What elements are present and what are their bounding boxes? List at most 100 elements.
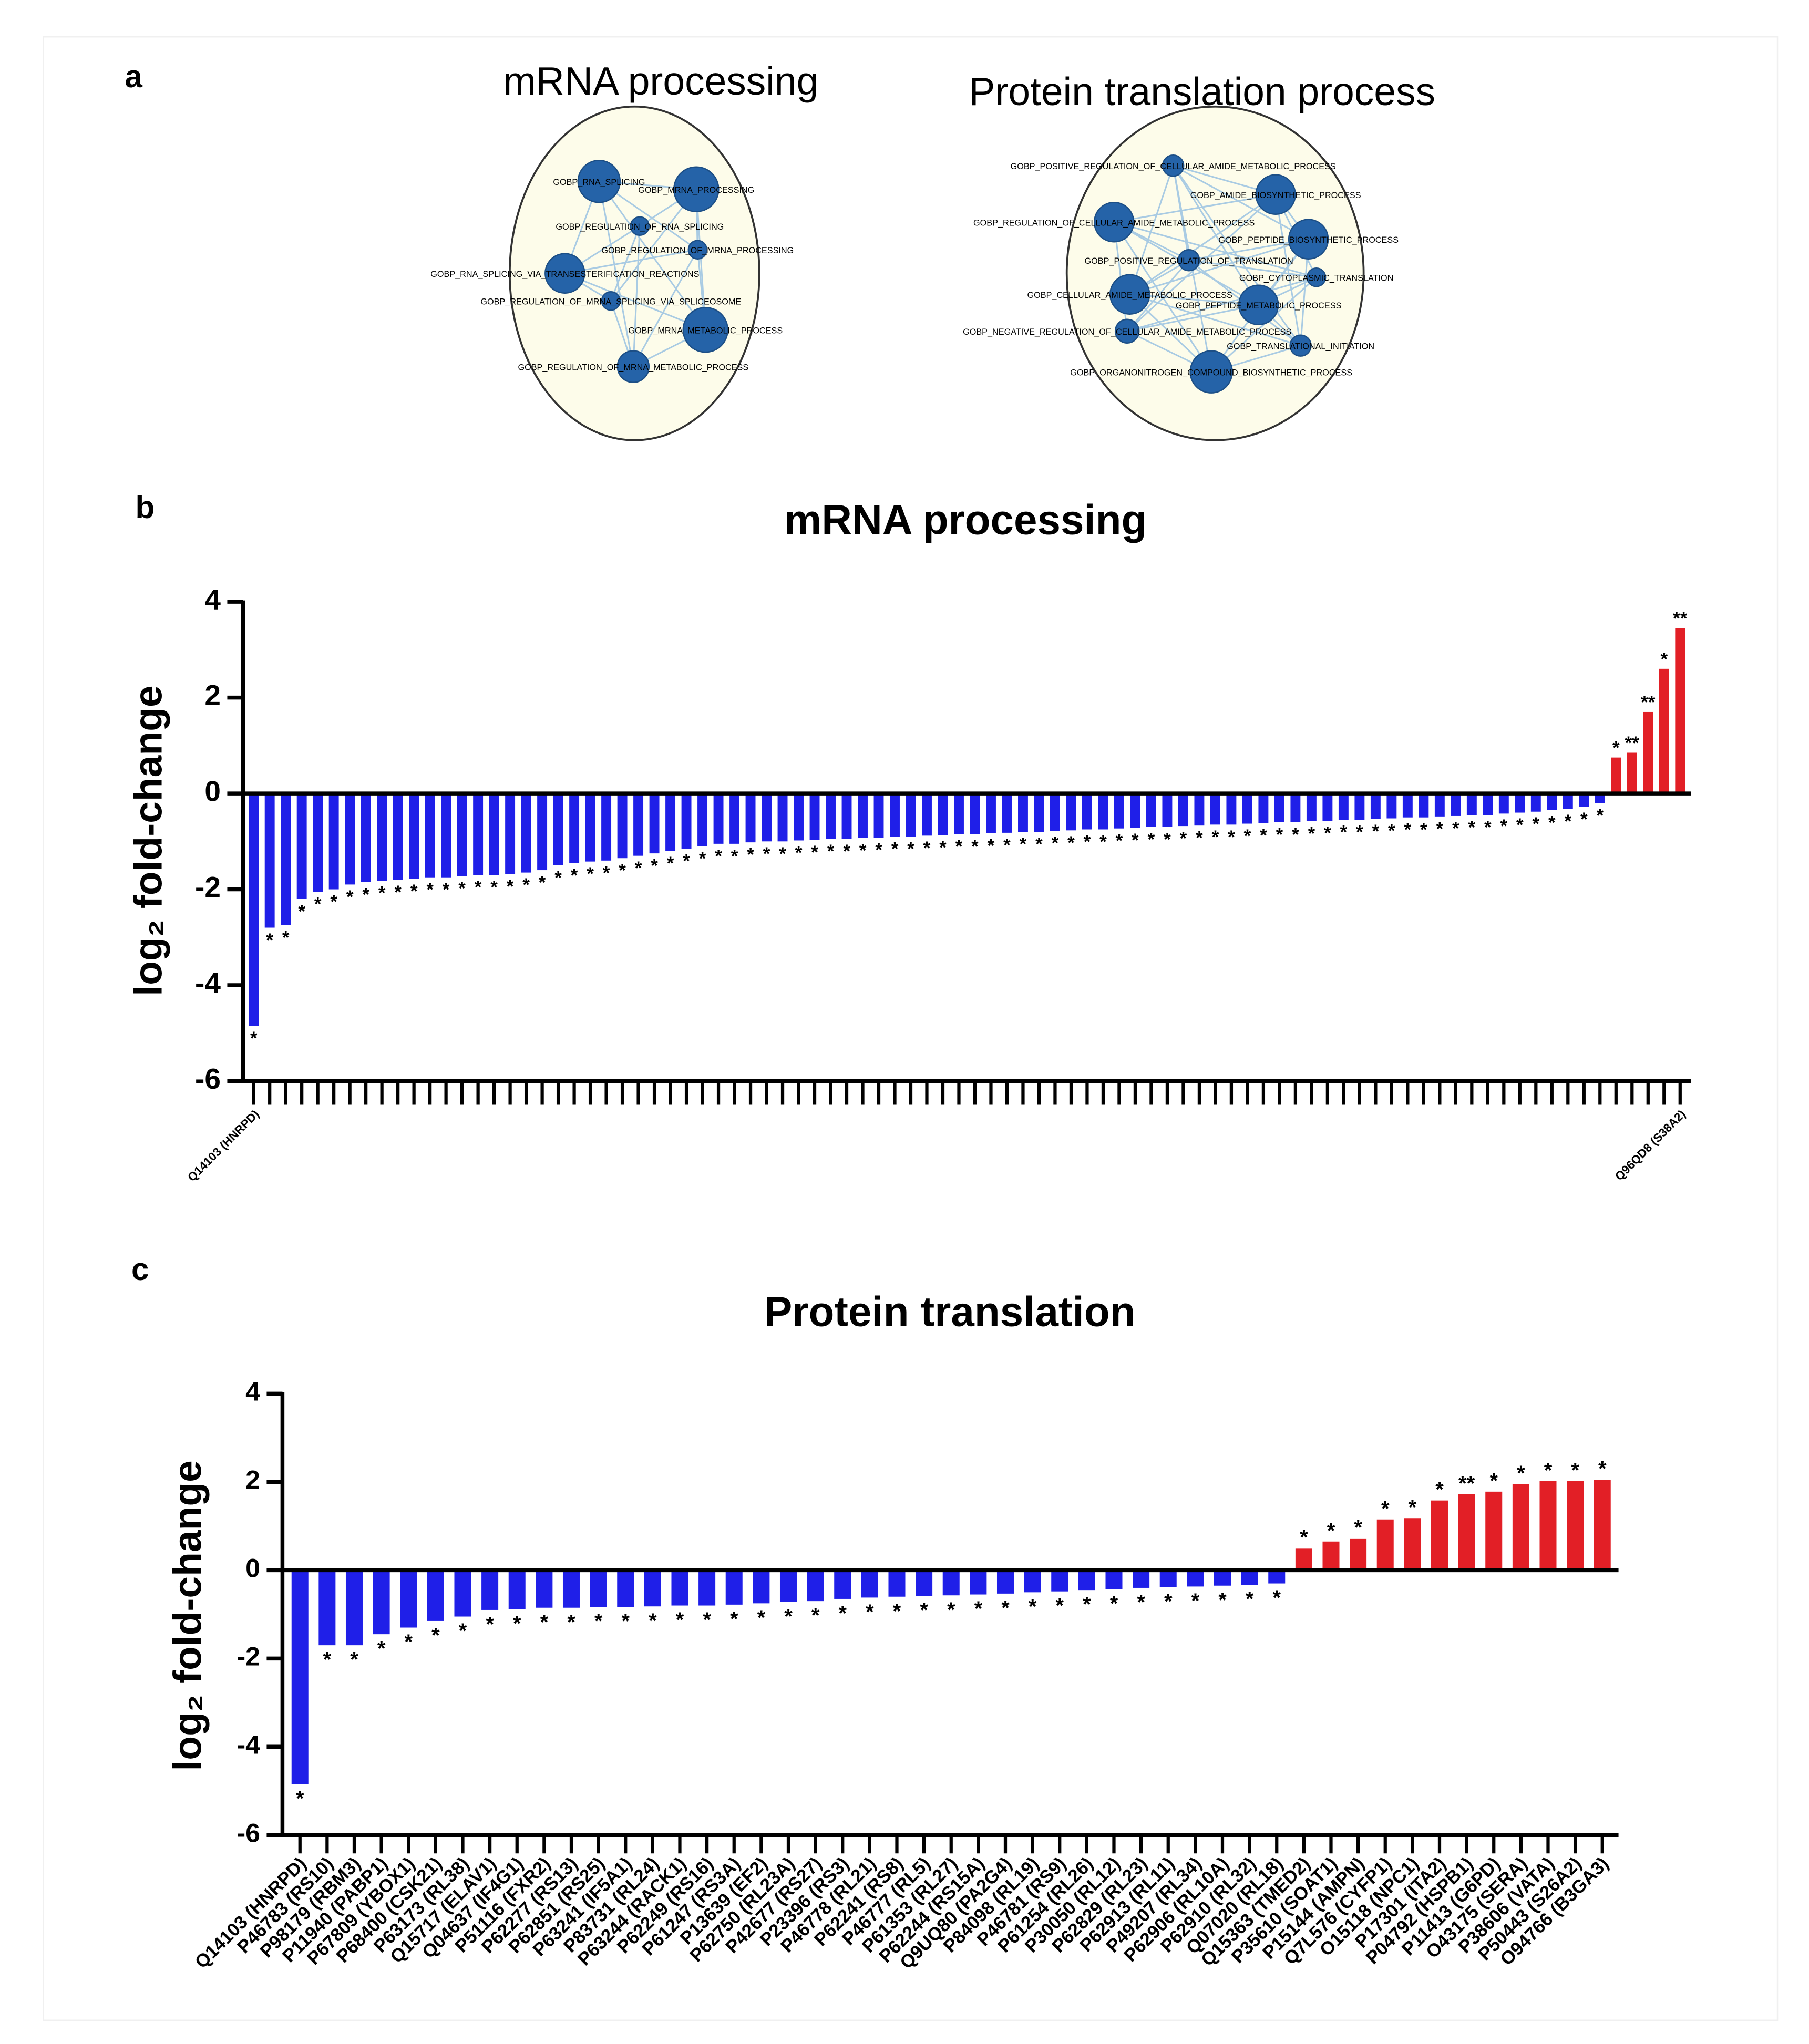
bar	[1594, 1480, 1611, 1571]
significance-label: *	[603, 863, 610, 883]
network-edge	[1188, 259, 1317, 278]
significance-label: *	[747, 845, 754, 865]
bar	[537, 793, 548, 871]
network-edge	[564, 249, 698, 274]
significance-label: *	[779, 844, 786, 864]
chart-title: Protein translation	[764, 1288, 1135, 1335]
significance-label: *	[1388, 821, 1395, 841]
significance-label: *	[866, 1601, 874, 1624]
bar	[1130, 793, 1140, 828]
significance-label: *	[1055, 1594, 1064, 1617]
bar	[1354, 793, 1365, 820]
bar	[1431, 1500, 1448, 1571]
bar	[1498, 793, 1509, 814]
bar	[1178, 793, 1188, 827]
network-edge	[610, 189, 697, 302]
bar	[318, 1570, 336, 1646]
significance-label: *	[459, 1619, 467, 1643]
bar	[671, 1570, 688, 1606]
significance-label: *	[1308, 823, 1315, 844]
significance-label: *	[1489, 1469, 1498, 1492]
significance-label: *	[458, 878, 466, 899]
y-tick-label: 0	[204, 775, 221, 808]
significance-label: *	[859, 840, 867, 861]
bar	[1595, 793, 1605, 803]
significance-label: *	[1544, 1459, 1553, 1482]
bar	[1402, 793, 1413, 818]
bar	[858, 793, 868, 838]
significance-label: *	[486, 1613, 494, 1636]
bar	[986, 793, 996, 833]
bar	[777, 793, 788, 842]
bar	[1018, 793, 1028, 832]
y-tick-label: -6	[237, 1818, 260, 1847]
bar	[373, 1570, 390, 1635]
bar	[1322, 1541, 1340, 1571]
significance-label: *	[891, 839, 899, 860]
significance-label: *	[1116, 831, 1123, 851]
significance-label: *	[1132, 830, 1139, 851]
bar	[1024, 1570, 1041, 1593]
significance-label: *	[811, 842, 818, 863]
panel-letter: b	[135, 490, 155, 525]
significance-label: *	[699, 849, 706, 869]
bar	[264, 793, 275, 928]
significance-label: *	[539, 873, 546, 893]
network-edge	[1129, 165, 1174, 295]
bar	[681, 793, 692, 849]
bar	[1159, 1570, 1177, 1587]
significance-label: *	[939, 838, 947, 858]
bar	[1214, 1570, 1231, 1586]
network-node	[1162, 154, 1185, 177]
bar	[1350, 1538, 1367, 1571]
significance-label: *	[784, 1605, 793, 1628]
network-node	[1177, 249, 1200, 272]
bar	[345, 793, 355, 885]
node-label: GOBP_POSITIVE_REGULATION_OF_CELLULAR_AMI…	[1011, 162, 1336, 171]
significance-label: *	[298, 901, 305, 922]
significance-label: *	[1420, 820, 1427, 840]
bar	[942, 1570, 960, 1596]
bar	[313, 793, 323, 892]
node-label: GOBP_PEPTIDE_METABOLIC_PROCESS	[1176, 301, 1342, 311]
significance-label: *	[955, 837, 963, 857]
bar	[505, 793, 516, 874]
network-edge	[1127, 304, 1259, 332]
network-node	[544, 253, 585, 294]
bar	[861, 1570, 878, 1598]
significance-label: *	[974, 1597, 983, 1620]
node-label: GOBP_MRNA_PROCESSING	[638, 185, 754, 195]
network-node	[1306, 267, 1327, 287]
bar	[841, 793, 852, 839]
significance-label: *	[1300, 1526, 1308, 1549]
significance-label: *	[893, 1599, 901, 1623]
significance-label: *	[250, 1028, 258, 1049]
significance-label: *	[1244, 826, 1251, 846]
significance-label: *	[1452, 818, 1459, 839]
network-node	[1288, 219, 1329, 260]
significance-label: *	[1276, 824, 1283, 845]
significance-label: *	[947, 1598, 955, 1622]
bar	[1066, 793, 1076, 831]
bar	[649, 793, 660, 854]
bar	[1241, 1570, 1258, 1585]
bar	[617, 1570, 634, 1607]
network-node	[673, 166, 720, 212]
network-edge	[598, 181, 706, 331]
network-edge	[1129, 238, 1309, 295]
bar	[1419, 793, 1429, 818]
bar	[665, 793, 676, 851]
significance-label: *	[1517, 1462, 1525, 1485]
network-node	[577, 159, 621, 203]
significance-label: *	[362, 884, 369, 905]
node-label: GOBP_PEPTIDE_BIOSYNTHETIC_PROCESS	[1218, 235, 1399, 245]
bar	[954, 793, 964, 834]
significance-label: *	[282, 927, 290, 948]
significance-label: *	[1084, 832, 1091, 852]
node-label: GOBP_CELLULAR_AMIDE_METABOLIC_PROCESS	[1027, 291, 1233, 300]
significance-label: *	[1381, 1497, 1390, 1520]
network-node	[682, 306, 729, 353]
bar	[725, 1570, 743, 1605]
significance-label: *	[1137, 1591, 1145, 1614]
